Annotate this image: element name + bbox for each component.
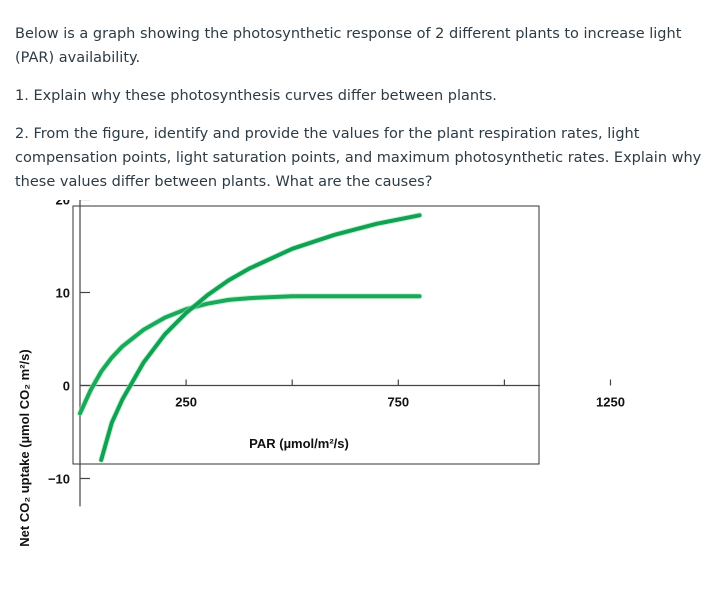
x-tick-label: 250 bbox=[175, 395, 197, 410]
photosynthesis-chart: −10 0 10 20 250 750 1250 PAR (µmol/m²/s) Net C… bbox=[17, 200, 625, 547]
question-text: Below is a graph showing the photosynthe… bbox=[15, 22, 715, 208]
series-1-line bbox=[78, 294, 422, 416]
x-tick-label: 1250 bbox=[596, 395, 625, 410]
x-axis-label: PAR (µmol/m²/s) bbox=[249, 436, 349, 451]
question-1: 1. Explain why these photosynthesis curv… bbox=[15, 88, 497, 104]
y-tick-label: 10 bbox=[56, 286, 70, 301]
y-tick-label: 0 bbox=[63, 379, 70, 394]
intro-paragraph: Below is a graph showing the photosynthe… bbox=[15, 26, 682, 66]
series-2-glow bbox=[98, 212, 423, 463]
axes: −10 0 10 20 250 750 1250 bbox=[48, 200, 625, 507]
x-tick-label: 750 bbox=[387, 395, 409, 410]
y-tick-label: −10 bbox=[48, 472, 70, 487]
series-group bbox=[77, 212, 423, 463]
y-axis-label: Net CO₂ uptake (µmol CO₂ m²/s) bbox=[17, 349, 32, 546]
plot-frame bbox=[72, 205, 540, 465]
series-2-line bbox=[99, 213, 422, 462]
y-tick-label: 20 bbox=[56, 200, 70, 208]
series-1-glow bbox=[77, 293, 423, 417]
question-2: 2. From the figure, identify and provide… bbox=[15, 126, 702, 190]
